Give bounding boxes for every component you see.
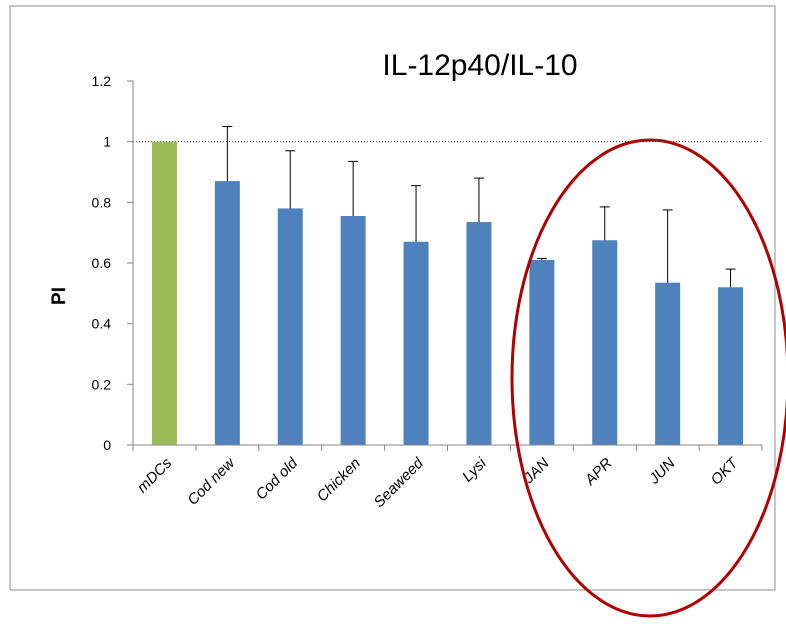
x-axis-ticks [132, 445, 763, 451]
bar-okt [718, 287, 744, 445]
highlight-ellipse [510, 138, 786, 618]
bar-chicken [340, 215, 366, 445]
bar-cod-old [277, 208, 303, 445]
bar-cod-new [214, 181, 240, 445]
y-tick-label: 1.2 [92, 73, 112, 89]
chart-frame [9, 5, 776, 591]
y-tick-label: 0.6 [92, 255, 112, 271]
bar-seaweed [403, 241, 429, 445]
y-tick-label: 1 [103, 134, 111, 150]
y-tick-label: 0.2 [92, 376, 112, 392]
chart-title: IL-12p40/IL-10 [382, 49, 577, 82]
y-tick-label: 0.8 [92, 194, 112, 210]
y-axis-ticks: 0 0.2 0.4 0.6 0.8 1 1.2 [92, 73, 133, 453]
y-tick-label: 0 [103, 437, 111, 453]
bar-jan [529, 259, 555, 445]
bars-group [151, 141, 744, 445]
y-tick-label: 0.4 [92, 316, 112, 332]
y-axis-label: PI [49, 287, 70, 305]
bar-apr [592, 240, 618, 445]
error-bars-group [222, 126, 736, 288]
bar-lysi [466, 222, 492, 445]
bar-mdcs [151, 141, 177, 445]
bar-jun [655, 282, 681, 445]
